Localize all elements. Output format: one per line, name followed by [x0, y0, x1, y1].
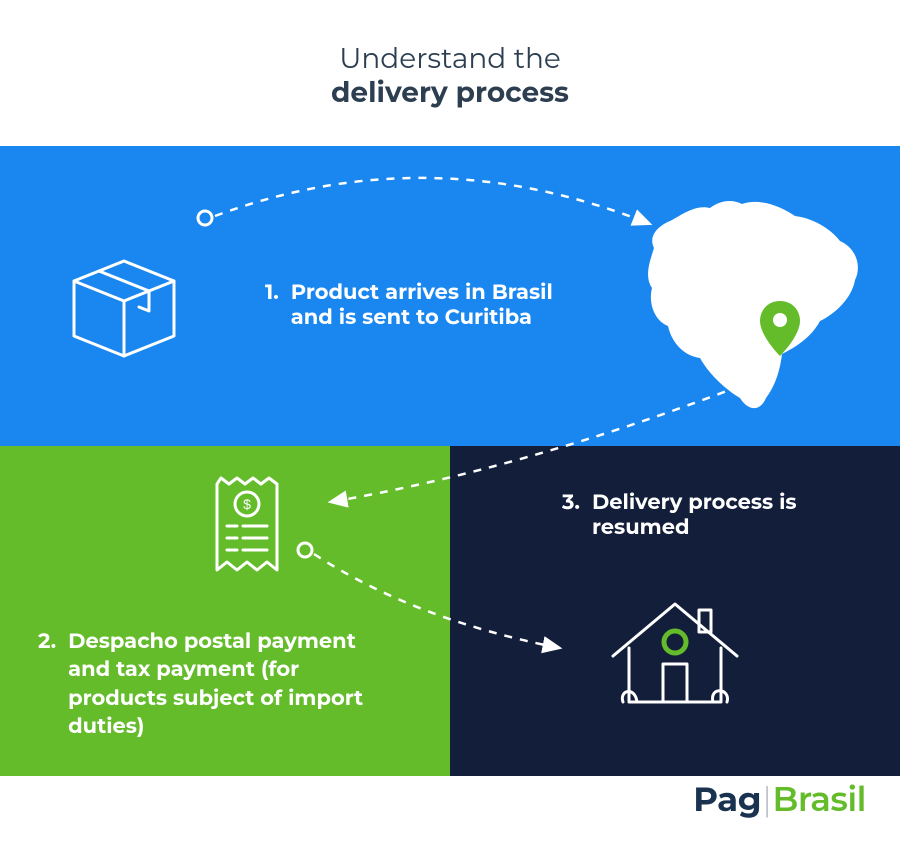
step-1-num: 1.: [265, 280, 279, 330]
receipt-icon: $: [205, 474, 295, 584]
step-3-num: 3.: [562, 490, 580, 540]
panel-step-3: 3. Delivery process is resumed: [450, 446, 900, 776]
brasil-map-icon: [640, 186, 870, 416]
brand-divider: |: [761, 778, 772, 820]
header: Understand the delivery process: [0, 0, 900, 146]
bottom-row: $ 2. Despacho postal payment and tax pay…: [0, 446, 900, 776]
house-window-icon: [664, 631, 686, 653]
box-icon: [64, 251, 184, 361]
svg-text:$: $: [243, 496, 251, 512]
step-1-text: 1. Product arrives in Brasil and is sent…: [265, 280, 595, 330]
step-1-body: Product arrives in Brasil and is sent to…: [291, 280, 595, 330]
step-2-body: Despacho postal payment and tax payment …: [68, 628, 398, 741]
brand-pag: Pag: [693, 778, 761, 820]
step-3-body: Delivery process is resumed: [592, 490, 862, 540]
step-2-text: 2. Despacho postal payment and tax payme…: [38, 628, 398, 741]
panel-step-2: $ 2. Despacho postal payment and tax pay…: [0, 446, 450, 776]
house-icon: [605, 586, 745, 716]
panel-step-1: 1. Product arrives in Brasil and is sent…: [0, 146, 900, 446]
step-3-text: 3. Delivery process is resumed: [562, 490, 862, 540]
title-line1: Understand the: [0, 42, 900, 76]
step-2-num: 2.: [38, 628, 56, 741]
title-line2: delivery process: [0, 76, 900, 110]
brand-brasil: Brasil: [773, 778, 867, 820]
brand-logo: Pag|Brasil: [693, 778, 866, 820]
